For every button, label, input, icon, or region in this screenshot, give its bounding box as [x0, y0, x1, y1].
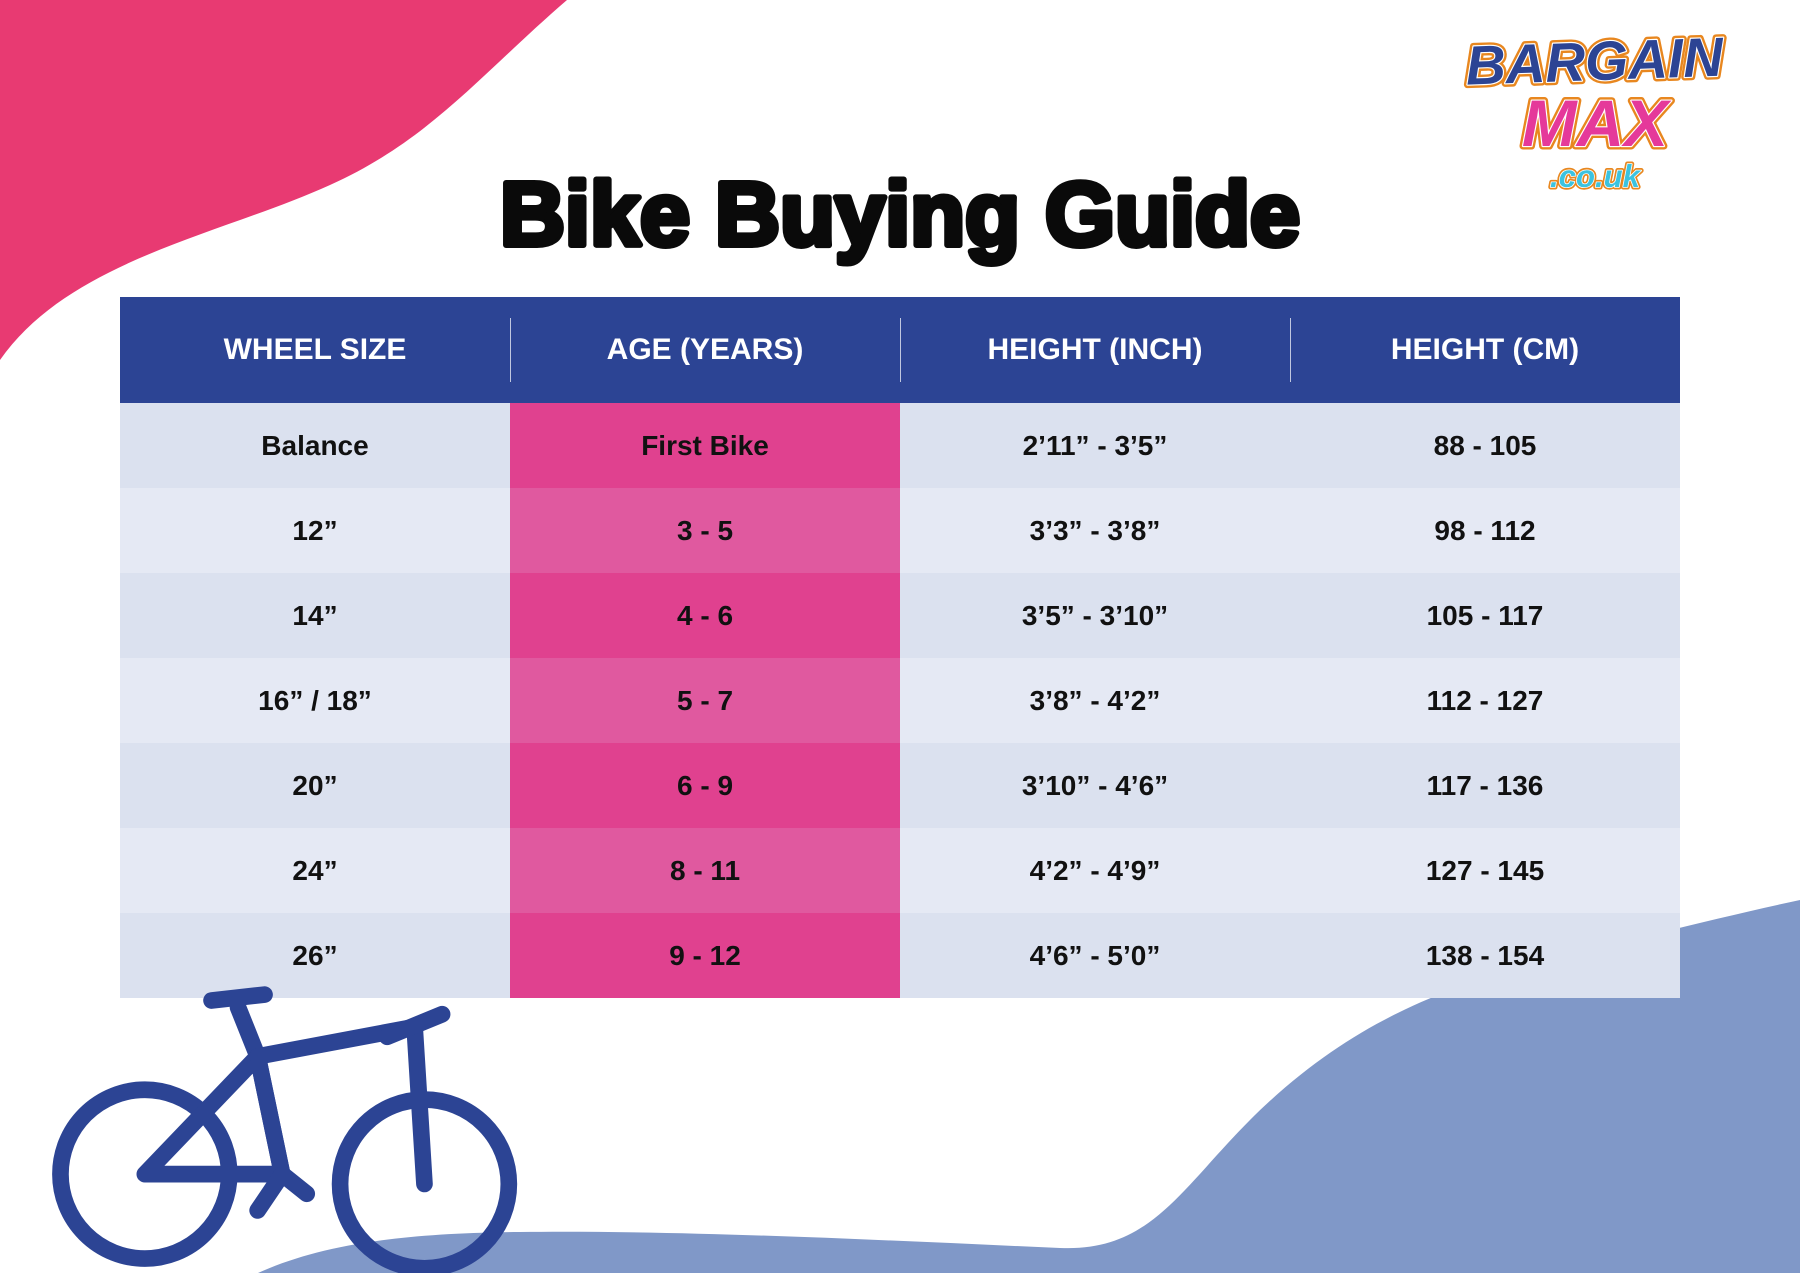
svg-text:MAX: MAX	[1522, 86, 1672, 160]
svg-text:.co.uk: .co.uk	[1550, 159, 1642, 194]
svg-text:Bike Buying Guide: Bike Buying Guide	[500, 165, 1300, 265]
